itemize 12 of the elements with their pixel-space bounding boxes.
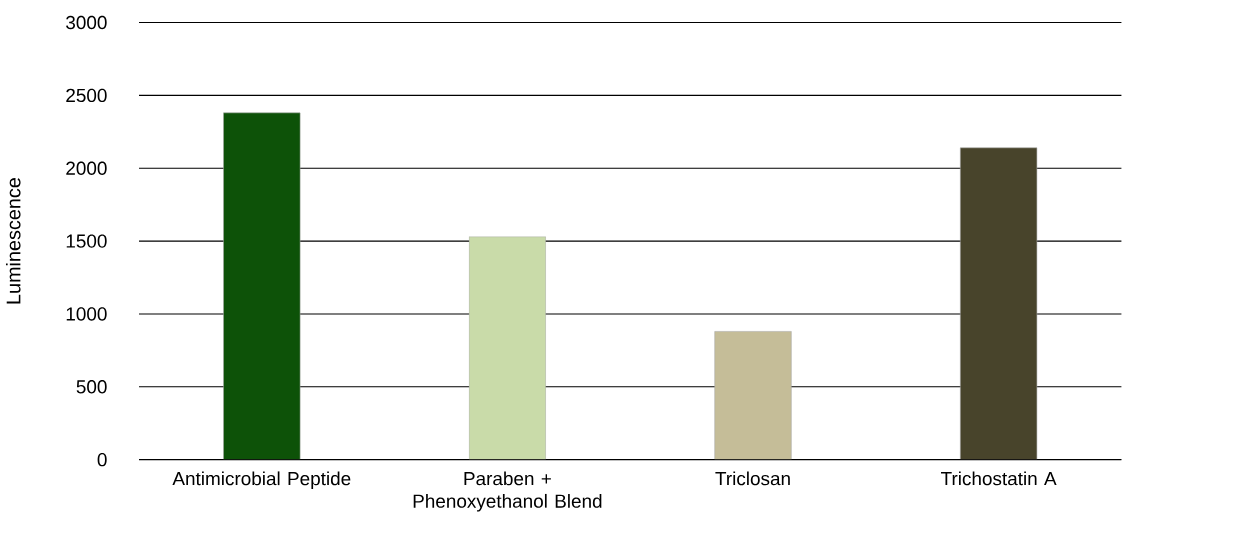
x-tick-label: Paraben + Phenoxyethanol Blend bbox=[413, 471, 602, 512]
x-tick-label: Triclosan bbox=[715, 471, 790, 486]
y-tick-label: 2000 bbox=[66, 161, 107, 176]
y-tick-label: 0 bbox=[97, 453, 107, 467]
x-tick-label: Trichostatin A bbox=[941, 471, 1057, 486]
y-tick-label: 3000 bbox=[66, 15, 107, 30]
y-tick-label: 1000 bbox=[66, 307, 107, 321]
y-axis-title: Luminescence bbox=[5, 178, 21, 304]
y-tick-label: 2500 bbox=[66, 88, 107, 103]
y-tick-label: 1500 bbox=[66, 234, 107, 248]
x-tick-label: Antimicrobial Peptide bbox=[172, 471, 351, 490]
y-tick-label: 500 bbox=[76, 380, 107, 394]
